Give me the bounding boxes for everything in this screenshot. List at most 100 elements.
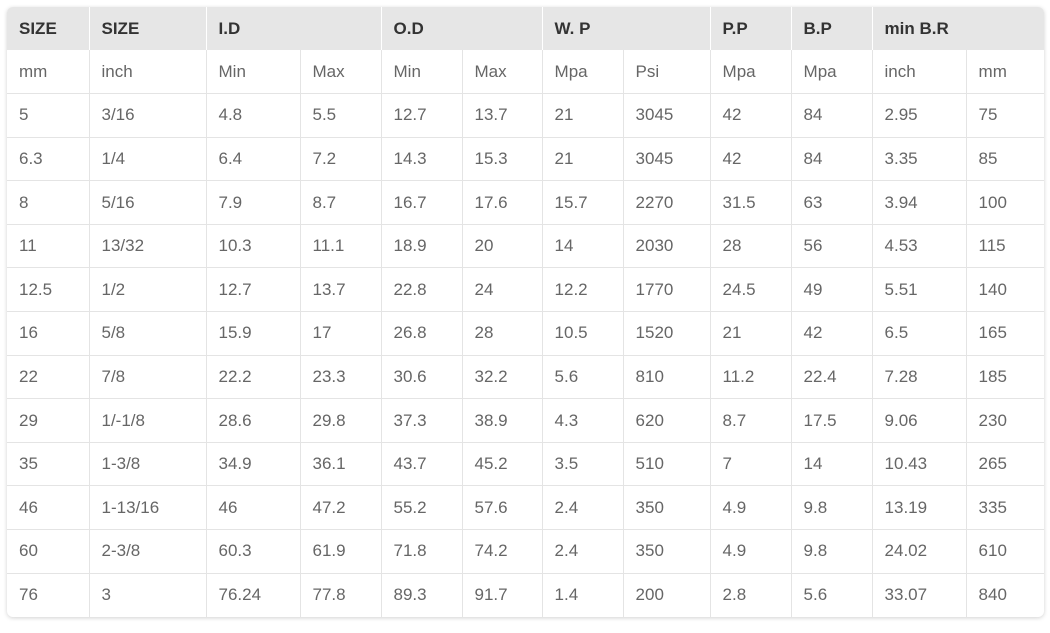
table-cell: 5 <box>19 105 29 125</box>
table-cell: 12.7 <box>205 267 300 312</box>
header-burst-pressure: B.P <box>790 7 873 50</box>
header-working-pressure: W. P <box>541 7 711 50</box>
table-row: 46 1-13/16 46 47.2 55.2 57.6 2.4 350 4.9 9.8 13.19… <box>7 485 1044 530</box>
table-cell: 42 <box>709 137 792 181</box>
table-cell: 1/2 <box>88 267 206 312</box>
table-cell: 21 <box>709 311 792 356</box>
table-cell: 76 <box>19 585 38 605</box>
table-cell: 91.7 <box>461 573 543 617</box>
table-cell: 7.9 <box>205 180 300 225</box>
table-cell: 34.9 <box>205 442 300 486</box>
table-cell: 6.5 <box>871 311 967 356</box>
hose-spec-table: SIZE SIZE I.D O.D W. P P.P B.P min B.R m… <box>7 7 1044 617</box>
table-cell: 37.3 <box>380 398 463 443</box>
table-cell: 45.2 <box>461 442 543 486</box>
table-cell: 510 <box>622 442 711 486</box>
table-row: 5 3/16 4.8 5.5 12.7 13.7 21 3045 42 84 2.95 75 <box>7 93 1044 138</box>
table-cell: 46 <box>19 497 38 517</box>
table-cell: 15.3 <box>461 137 543 181</box>
table-cell: 15.9 <box>205 311 300 356</box>
unit-cell: Mpa <box>709 50 792 94</box>
table-cell: 24.5 <box>709 267 792 312</box>
table-cell: 61.9 <box>299 529 382 574</box>
header-row: SIZE SIZE I.D O.D W. P P.P B.P min B.R <box>7 7 1044 50</box>
table-cell: 4.9 <box>709 529 792 574</box>
table-cell: 9.8 <box>790 485 873 530</box>
table-cell: 57.6 <box>461 485 543 530</box>
table-cell: 165 <box>965 311 1044 356</box>
table-cell: 43.7 <box>380 442 463 486</box>
table-cell: 1.4 <box>541 573 624 617</box>
table-cell: 3.94 <box>871 180 967 225</box>
table-cell: 5.6 <box>541 355 624 399</box>
header-inner-diameter: I.D <box>205 7 382 50</box>
unit-cell: inch <box>871 50 967 94</box>
table-cell: 17.6 <box>461 180 543 225</box>
header-size-inch: SIZE <box>88 7 206 50</box>
table-cell: 100 <box>965 180 1044 225</box>
table-cell: 4.9 <box>709 485 792 530</box>
table-row: 8 5/16 7.9 8.7 16.7 17.6 15.7 2270 31.5 63 3.94 100 <box>7 180 1044 225</box>
table-cell: 2.95 <box>871 93 967 138</box>
table-cell: 47.2 <box>299 485 382 530</box>
table-cell: 33.07 <box>871 573 967 617</box>
table-cell: 84 <box>790 137 873 181</box>
table-cell: 610 <box>965 529 1044 574</box>
table-cell: 14 <box>541 224 624 268</box>
table-cell: 4.53 <box>871 224 967 268</box>
table-cell: 35 <box>19 454 38 474</box>
table-cell: 84 <box>790 93 873 138</box>
table-cell: 21 <box>541 137 624 181</box>
table-cell: 5/8 <box>88 311 206 356</box>
table-cell: 10.3 <box>205 224 300 268</box>
table-cell: 20 <box>461 224 543 268</box>
table-cell: 4.8 <box>205 93 300 138</box>
table-cell: 14.3 <box>380 137 463 181</box>
table-row: 35 1-3/8 34.9 36.1 43.7 45.2 3.5 510 7 14 10.43 265 <box>7 442 1044 486</box>
unit-cell: Min <box>205 50 300 94</box>
table-cell: 13.7 <box>461 93 543 138</box>
table-cell: 17.5 <box>790 398 873 443</box>
unit-cell: Min <box>380 50 463 94</box>
table-cell: 1770 <box>622 267 711 312</box>
table-cell: 1-13/16 <box>88 485 206 530</box>
table-cell: 24 <box>461 267 543 312</box>
table-cell: 335 <box>965 485 1044 530</box>
table-row: 6.3 1/4 6.4 7.2 14.3 15.3 21 3045 42 84 3.35 85 <box>7 137 1044 181</box>
unit-cell: Max <box>461 50 543 94</box>
table-cell: 63 <box>790 180 873 225</box>
table-row: 29 1/-1/8 28.6 29.8 37.3 38.9 4.3 620 8.7 17.5 9.0… <box>7 398 1044 443</box>
table-cell: 5.5 <box>299 93 382 138</box>
table-cell: 26.8 <box>380 311 463 356</box>
table-cell: 16 <box>19 323 38 343</box>
table-cell: 2030 <box>622 224 711 268</box>
header-min-bend-radius: min B.R <box>871 7 1044 50</box>
table-cell: 185 <box>965 355 1044 399</box>
table-cell: 75 <box>965 93 1044 138</box>
table-cell: 30.6 <box>380 355 463 399</box>
unit-cell: Psi <box>622 50 711 94</box>
table-cell: 22.8 <box>380 267 463 312</box>
table-cell: 12.2 <box>541 267 624 312</box>
table-cell: 13.19 <box>871 485 967 530</box>
table-cell: 55.2 <box>380 485 463 530</box>
table-cell: 4.3 <box>541 398 624 443</box>
hose-spec-table-card: SIZE SIZE I.D O.D W. P P.P B.P min B.R m… <box>7 7 1044 617</box>
table-cell: 13/32 <box>88 224 206 268</box>
table-cell: 28 <box>461 311 543 356</box>
table-cell: 3045 <box>622 93 711 138</box>
table-cell: 7.2 <box>299 137 382 181</box>
table-cell: 11.2 <box>709 355 792 399</box>
table-cell: 23.3 <box>299 355 382 399</box>
table-cell: 28 <box>709 224 792 268</box>
table-cell: 840 <box>965 573 1044 617</box>
table-cell: 22.4 <box>790 355 873 399</box>
table-cell: 115 <box>965 224 1044 268</box>
table-cell: 11.1 <box>299 224 382 268</box>
table-cell: 21 <box>541 93 624 138</box>
table-cell: 89.3 <box>380 573 463 617</box>
table-cell: 3045 <box>622 137 711 181</box>
table-cell: 32.2 <box>461 355 543 399</box>
unit-cell: Mpa <box>790 50 873 94</box>
table-cell: 77.8 <box>299 573 382 617</box>
